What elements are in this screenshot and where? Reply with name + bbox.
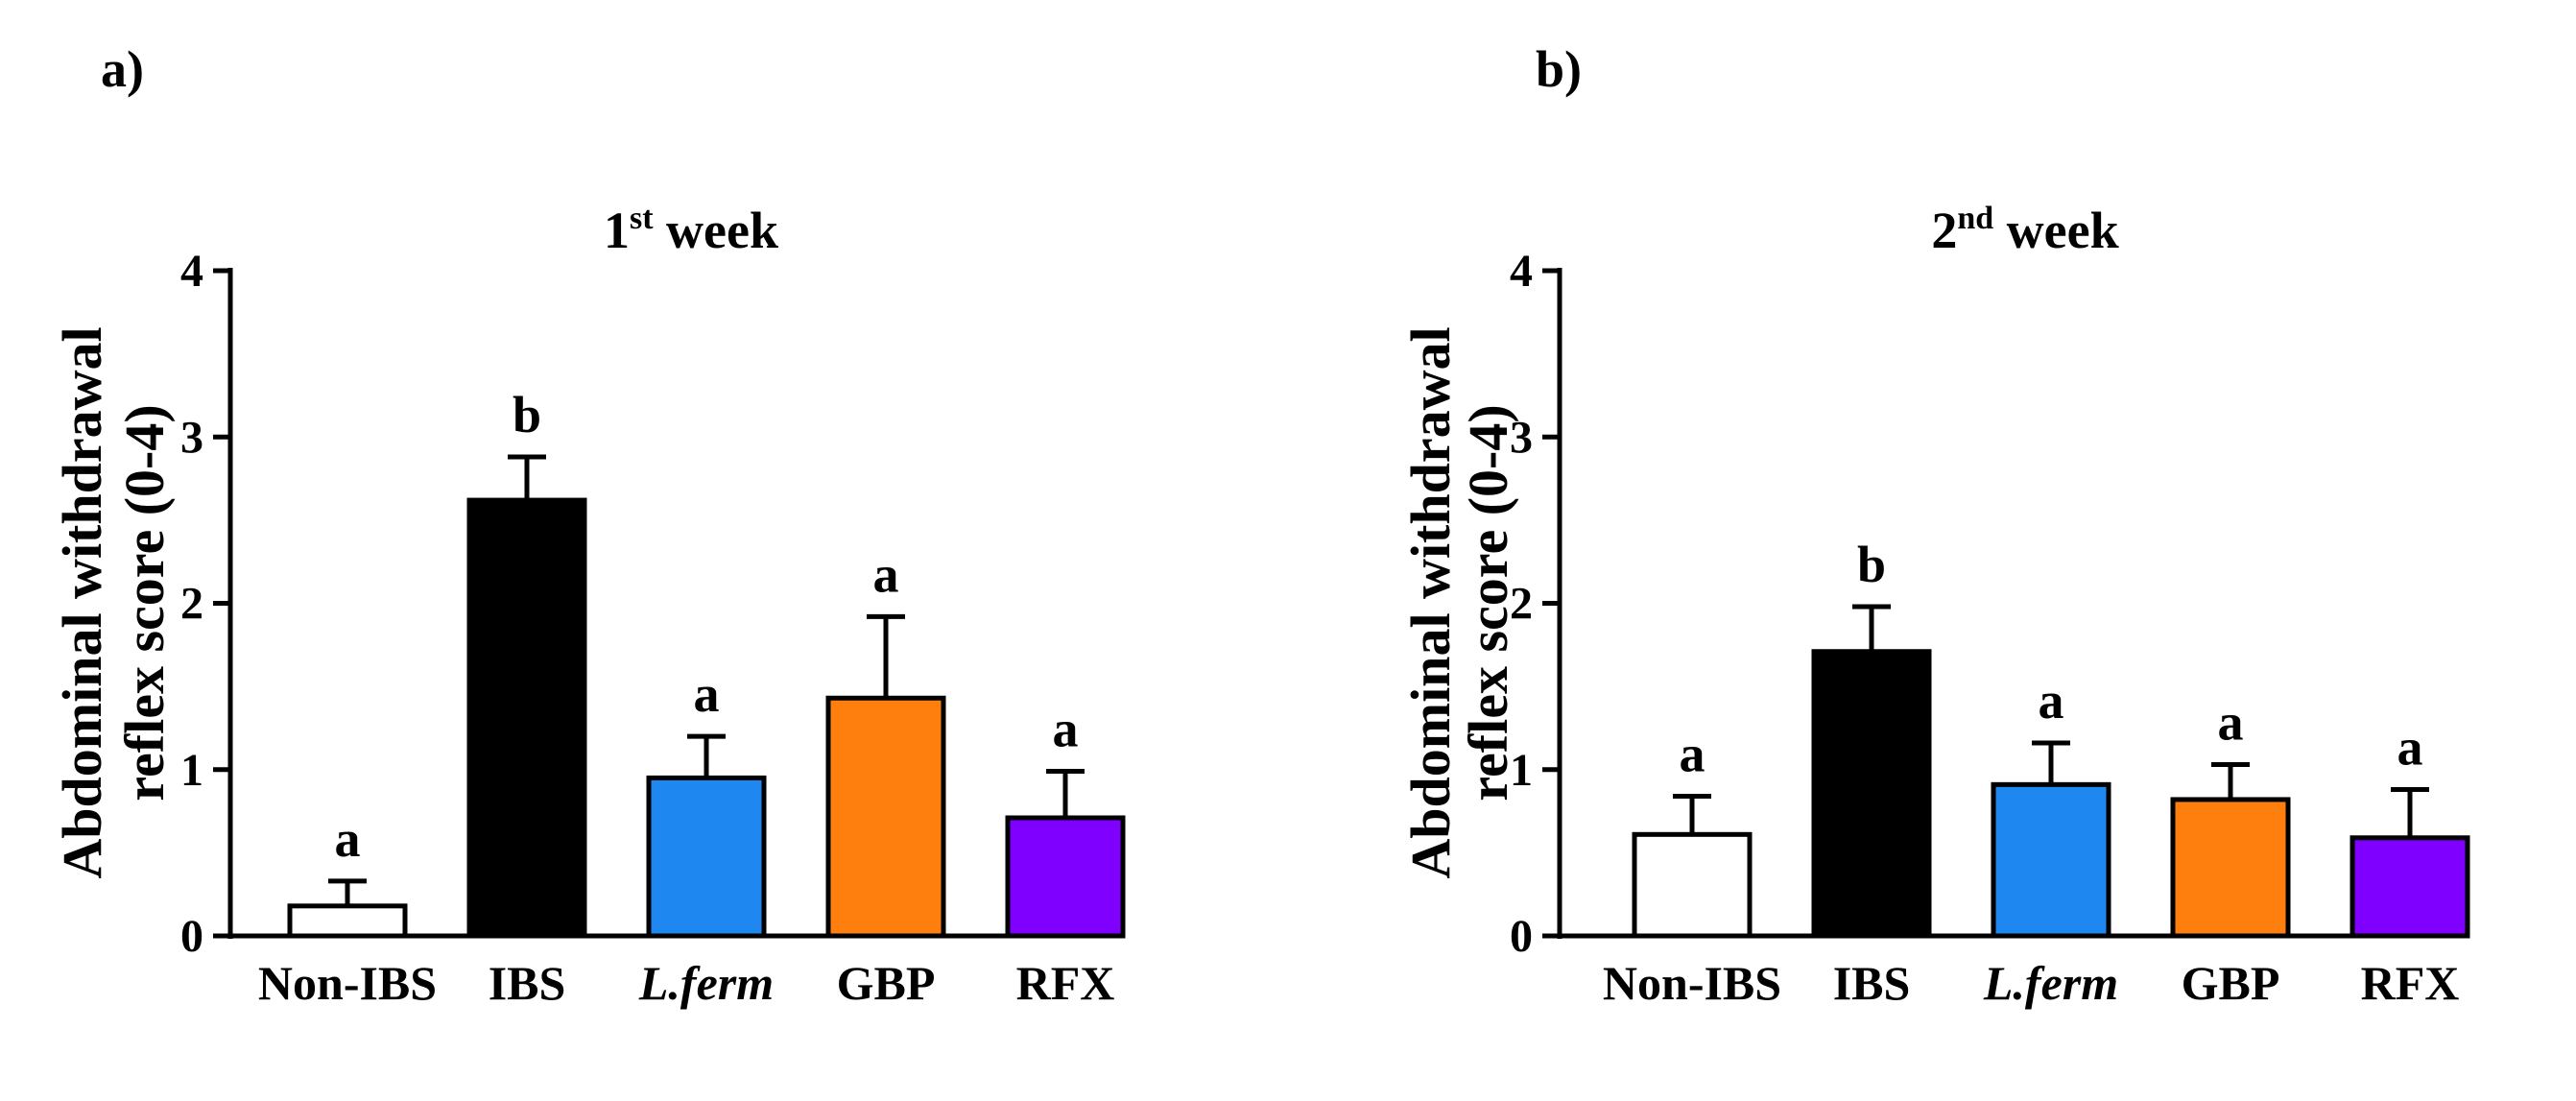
significance-label-1: a — [335, 810, 361, 868]
significance-label-1: a — [1680, 725, 1705, 782]
y-tick-label-4: 4 — [1510, 246, 1533, 297]
y-tick-label-3: 3 — [1510, 412, 1533, 463]
y-axis-label-line1: Abdominal withdrawal — [51, 326, 113, 878]
y-tick-label-1: 1 — [180, 745, 203, 796]
significance-label-5: a — [1053, 700, 1079, 757]
bar-5 — [1005, 815, 1126, 939]
x-tick-label-3: L.ferm — [1983, 956, 2118, 1010]
x-tick-label-4: GBP — [837, 956, 936, 1010]
significance-label-4: a — [873, 545, 899, 603]
bar-4 — [2170, 797, 2291, 939]
y-tick-label-1: 1 — [1510, 745, 1533, 796]
y-tick-label-0: 0 — [180, 911, 203, 962]
bar-2 — [466, 497, 587, 939]
y-tick-label-4: 4 — [180, 246, 203, 297]
chart-title-superscript: st — [630, 201, 654, 236]
y-tick-label-3: 3 — [180, 412, 203, 463]
x-tick-label-3: L.ferm — [638, 956, 774, 1010]
chart-title-superscript: nd — [1957, 201, 1993, 236]
significance-label-2: b — [513, 386, 541, 443]
y-axis-label-line2: reflex score (0-4) — [113, 404, 176, 801]
x-tick-label-2: IBS — [1833, 956, 1911, 1010]
y-axis-label-line2: reflex score (0-4) — [1457, 404, 1519, 801]
x-tick-label-5: RFX — [1016, 956, 1115, 1010]
y-tick-label-2: 2 — [1510, 579, 1533, 630]
chart-title: 2nd week — [1931, 201, 2118, 259]
chart-title: 1st week — [604, 201, 778, 259]
x-tick-label-1: Non-IBS — [1603, 956, 1781, 1010]
bar-3 — [1991, 781, 2111, 939]
chart-title-rest: week — [654, 202, 778, 259]
significance-label-2: b — [1857, 536, 1886, 593]
chart-title-rest: week — [1993, 202, 2118, 259]
bar-1 — [287, 903, 408, 939]
x-tick-label-1: Non-IBS — [258, 956, 437, 1010]
bar-4 — [825, 695, 946, 939]
bar-3 — [646, 775, 767, 939]
y-tick-label-0: 0 — [1510, 911, 1533, 962]
bar-1 — [1632, 831, 1753, 939]
y-tick-label-2: 2 — [180, 579, 203, 630]
chart-title-number: 1 — [604, 202, 630, 259]
panel-label: a) — [101, 40, 144, 98]
significance-label-3: a — [694, 665, 720, 723]
x-tick-label-4: GBP — [2182, 956, 2280, 1010]
bar-2 — [1811, 649, 1932, 939]
panel-label: b) — [1536, 40, 1582, 98]
significance-label-5: a — [2397, 719, 2423, 777]
bar-5 — [2349, 835, 2470, 939]
x-tick-label-5: RFX — [2361, 956, 2460, 1010]
x-tick-label-2: IBS — [489, 956, 566, 1010]
chart-title-number: 2 — [1931, 202, 1957, 259]
significance-label-4: a — [2218, 694, 2244, 752]
significance-label-3: a — [2039, 672, 2064, 730]
y-axis-label-line1: Abdominal withdrawal — [1399, 326, 1462, 878]
